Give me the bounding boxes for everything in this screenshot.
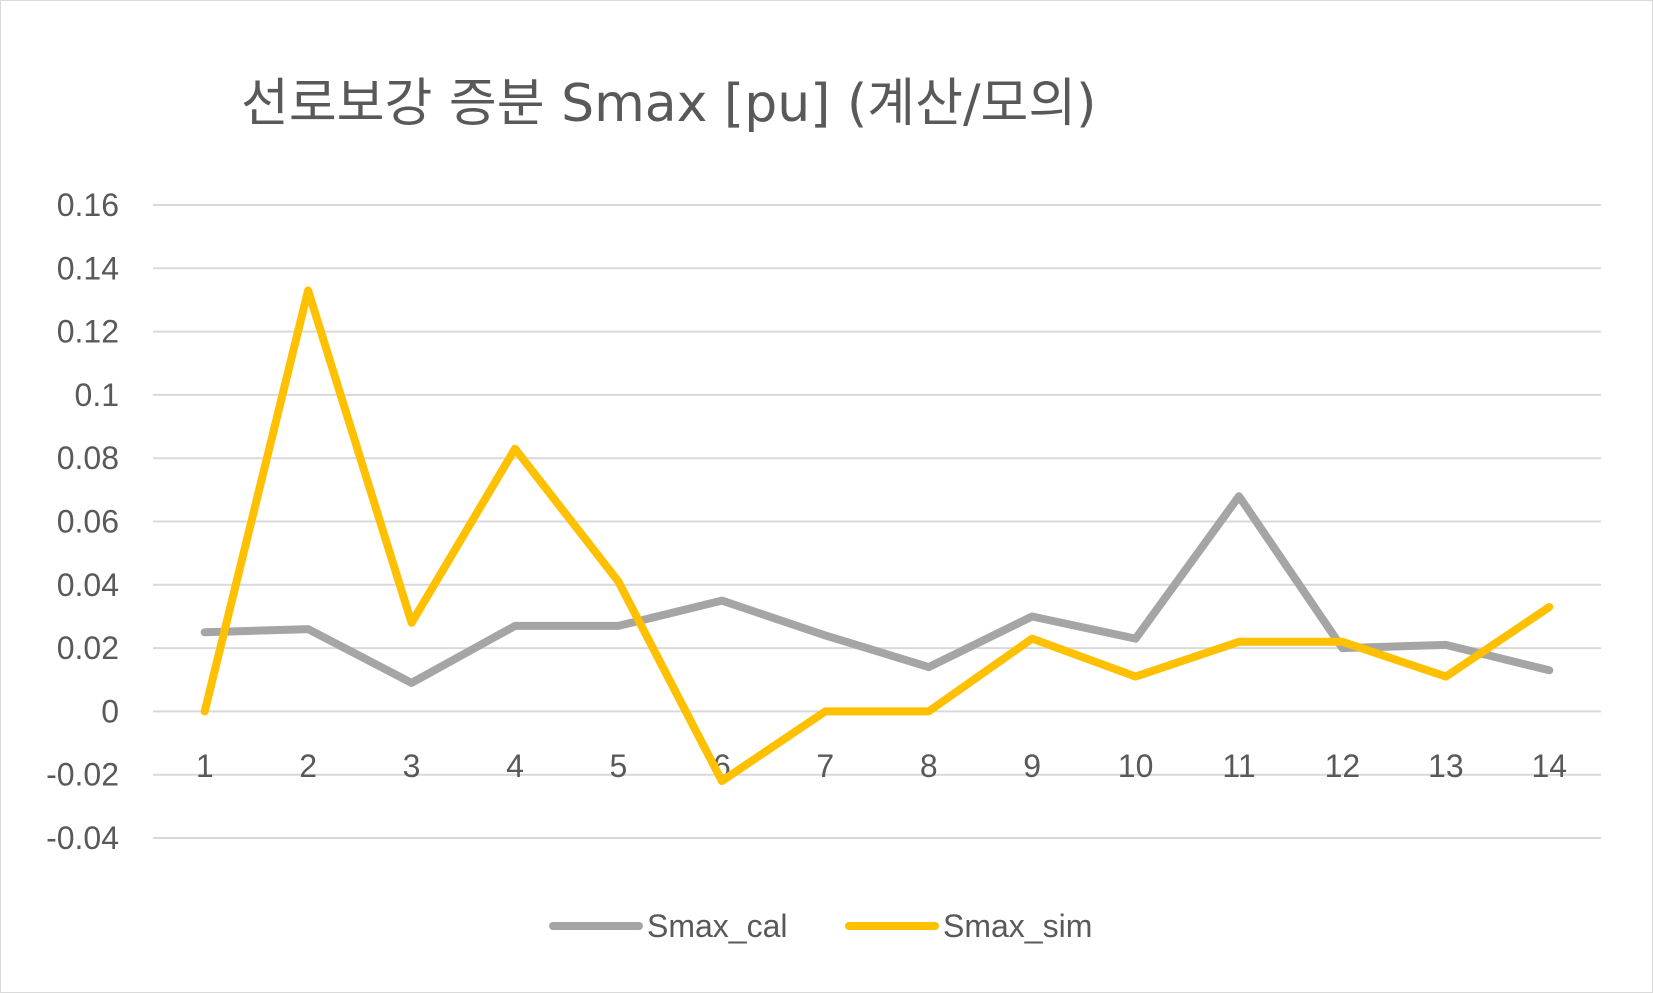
series-lines bbox=[200, 286, 1554, 785]
data-point[interactable] bbox=[203, 710, 206, 713]
x-tick-label: 11 bbox=[1222, 748, 1255, 784]
y-axis-tick-labels: 0.16 0.14 0.12 0.1 0.08 0.06 0.04 0.02 0 -0.02 -0.… bbox=[46, 187, 119, 856]
y-tick-label: 0 bbox=[101, 693, 119, 729]
data-point[interactable] bbox=[410, 621, 413, 624]
data-point[interactable] bbox=[1444, 643, 1447, 646]
data-point[interactable] bbox=[410, 681, 413, 684]
y-tick-label: 0.12 bbox=[57, 314, 119, 350]
legend-item-Smax_sim[interactable]: Smax_sim bbox=[845, 908, 1092, 944]
data-point[interactable] bbox=[1341, 647, 1344, 650]
x-tick-label: 1 bbox=[196, 748, 214, 784]
y-tick-label: 0.14 bbox=[57, 250, 119, 286]
x-tick-label: 3 bbox=[403, 748, 421, 784]
legend[interactable]: Smax_cal Smax_sim bbox=[549, 908, 1092, 944]
y-tick-label: 0.02 bbox=[57, 630, 119, 666]
data-point[interactable] bbox=[1031, 615, 1034, 618]
x-tick-label: 7 bbox=[816, 748, 834, 784]
y-tick-label: 0.1 bbox=[75, 377, 119, 413]
data-point[interactable] bbox=[1134, 637, 1137, 640]
data-point[interactable] bbox=[1134, 675, 1137, 678]
x-tick-label: 13 bbox=[1428, 748, 1464, 784]
legend-label: Smax_cal bbox=[647, 908, 788, 944]
data-point[interactable] bbox=[720, 599, 723, 602]
y-tick-label: 0.16 bbox=[57, 187, 119, 223]
data-point[interactable] bbox=[824, 634, 827, 637]
chart-title: 선로보강 증분 Smax [pu] (계산/모의) bbox=[241, 74, 1096, 134]
data-point[interactable] bbox=[1238, 640, 1240, 643]
data-point[interactable] bbox=[720, 780, 723, 783]
data-point[interactable] bbox=[617, 624, 620, 627]
x-tick-label: 2 bbox=[299, 748, 317, 784]
y-tick-label: 0.06 bbox=[57, 504, 119, 540]
y-tick-label: 0.08 bbox=[57, 440, 119, 476]
data-point[interactable] bbox=[927, 710, 930, 713]
data-point[interactable] bbox=[824, 710, 827, 713]
series-line[interactable] bbox=[200, 492, 1554, 687]
data-point[interactable] bbox=[307, 289, 310, 292]
data-point[interactable] bbox=[1031, 637, 1034, 640]
data-point[interactable] bbox=[1548, 669, 1551, 672]
x-tick-label: 10 bbox=[1118, 748, 1154, 784]
y-tick-label: -0.02 bbox=[46, 757, 119, 793]
gridlines bbox=[153, 204, 1601, 839]
series-Smax_sim[interactable] bbox=[200, 286, 1554, 785]
data-point[interactable] bbox=[1341, 640, 1344, 643]
data-point[interactable] bbox=[617, 580, 620, 583]
x-tick-label: 8 bbox=[920, 748, 938, 784]
data-point[interactable] bbox=[514, 447, 516, 450]
x-tick-label: 9 bbox=[1023, 748, 1041, 784]
legend-item-Smax_cal[interactable]: Smax_cal bbox=[549, 908, 788, 944]
series-Smax_cal[interactable] bbox=[200, 492, 1554, 687]
data-point[interactable] bbox=[1548, 605, 1551, 608]
data-point[interactable] bbox=[203, 631, 206, 634]
data-point[interactable] bbox=[927, 666, 930, 669]
y-tick-label: -0.04 bbox=[46, 820, 119, 856]
x-tick-label: 12 bbox=[1325, 748, 1361, 784]
legend-label: Smax_sim bbox=[943, 908, 1092, 944]
series-line[interactable] bbox=[200, 286, 1554, 785]
data-point[interactable] bbox=[1238, 495, 1240, 498]
x-tick-label: 5 bbox=[610, 748, 628, 784]
data-point[interactable] bbox=[1444, 675, 1447, 678]
data-point[interactable] bbox=[514, 624, 516, 627]
y-tick-label: 0.04 bbox=[57, 567, 119, 603]
data-point[interactable] bbox=[307, 628, 310, 631]
x-tick-label: 14 bbox=[1531, 748, 1567, 784]
x-axis-tick-labels: 1 2 3 4 5 6 7 8 9 10 11 12 13 14 bbox=[196, 748, 1567, 784]
x-tick-label: 4 bbox=[506, 748, 524, 784]
